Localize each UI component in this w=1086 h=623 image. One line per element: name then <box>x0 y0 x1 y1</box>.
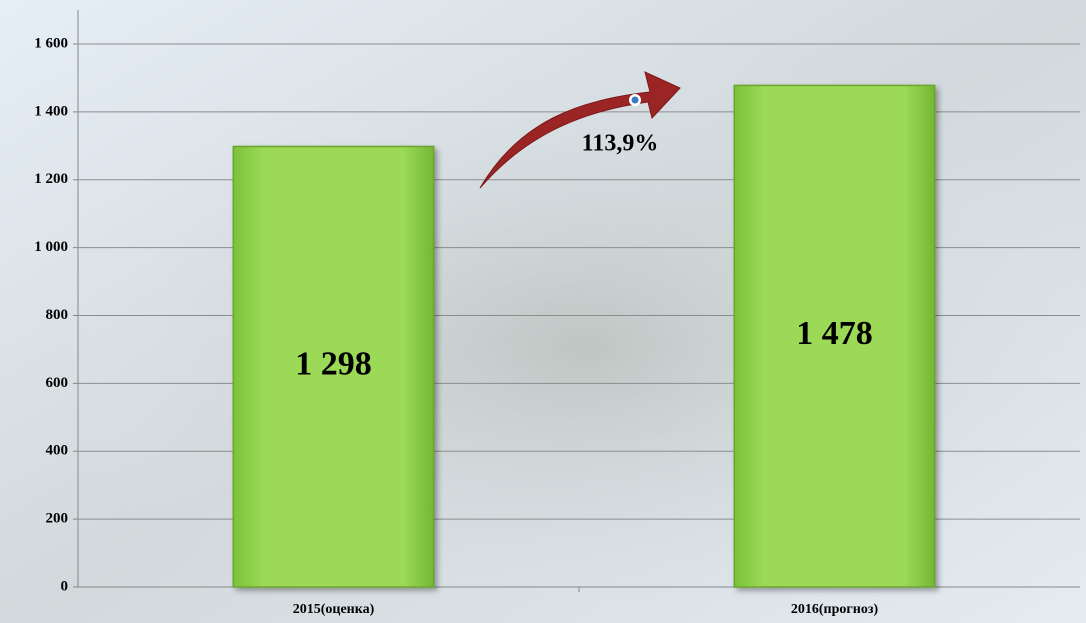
y-tick-label: 200 <box>46 511 69 527</box>
value-label: 1 298 <box>295 346 372 383</box>
y-tick-label: 600 <box>46 375 69 391</box>
y-tick-label: 1 000 <box>34 239 68 255</box>
y-tick-label: 0 <box>61 578 69 594</box>
y-tick-label: 400 <box>46 443 69 459</box>
y-tick-label: 1 400 <box>34 103 68 119</box>
growth-annotation: 113,9% <box>582 131 659 157</box>
x-tick-label: 2016(прогноз) <box>791 602 879 617</box>
x-tick-label: 2015(оценка) <box>293 602 375 617</box>
arrow-dot-center <box>631 96 639 104</box>
y-tick-label: 800 <box>46 307 69 323</box>
bar <box>232 145 435 588</box>
y-tick-label: 1 200 <box>34 171 68 187</box>
value-label: 1 478 <box>796 315 873 352</box>
y-tick-label: 1 600 <box>34 35 68 51</box>
bar <box>733 84 936 588</box>
